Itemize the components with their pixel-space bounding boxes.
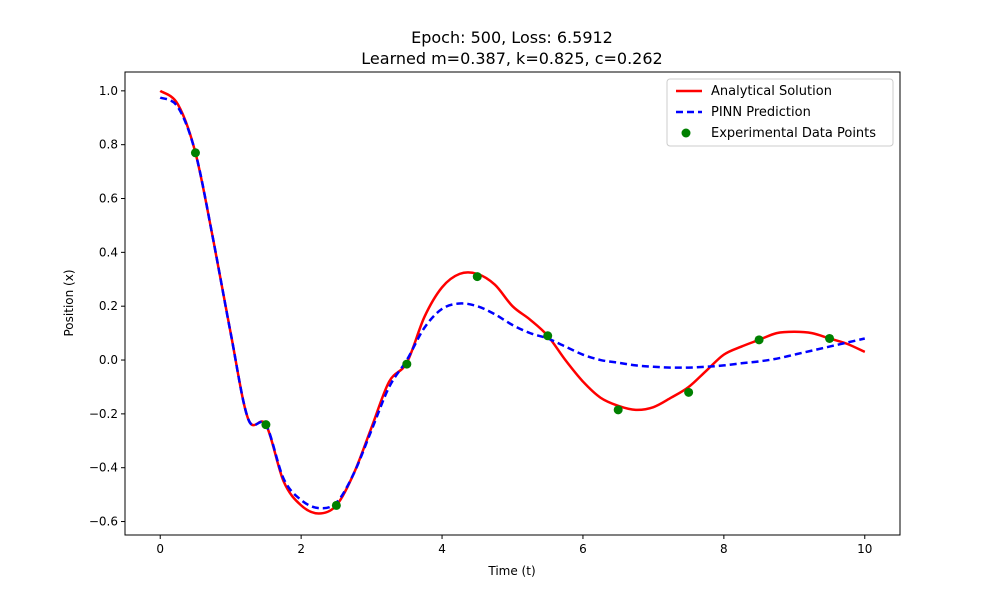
data-point [331, 500, 341, 510]
legend: Analytical Solution PINN Prediction Expe… [666, 78, 894, 147]
data-point [190, 148, 200, 158]
x-tick-label: 2 [297, 542, 305, 556]
legend-data-marker [681, 128, 691, 138]
y-tick-label: 0.4 [99, 245, 118, 259]
y-tick-label: 0.8 [99, 138, 118, 152]
data-point [754, 335, 764, 345]
y-tick-label: −0.2 [89, 407, 118, 421]
y-tick-label: 0.0 [99, 353, 118, 367]
y-tick-label: 0.2 [99, 299, 118, 313]
legend-box [666, 78, 894, 147]
data-point [825, 333, 835, 343]
data-point [472, 272, 482, 282]
x-tick-label: 6 [579, 542, 587, 556]
y-axis-label: Position (x) [62, 269, 76, 336]
x-tick-label: 0 [156, 542, 164, 556]
legend-pinn-label: PINN Prediction [711, 105, 811, 120]
x-axis-ticks: 0 2 4 6 8 10 [156, 535, 872, 556]
y-axis-ticks: −0.6 −0.4 −0.2 0.0 0.2 0.4 0.6 0.8 1.0 [89, 84, 125, 529]
y-tick-label: −0.4 [89, 461, 118, 475]
chart-title-line-1: Epoch: 500, Loss: 6.5912 [411, 28, 613, 47]
chart-title-line-2: Learned m=0.387, k=0.825, c=0.262 [361, 49, 662, 68]
y-tick-label: 0.6 [99, 192, 118, 206]
y-tick-label: −0.6 [89, 515, 118, 529]
x-axis-label: Time (t) [487, 564, 535, 578]
data-point [402, 359, 412, 369]
data-point [613, 405, 623, 415]
data-point [684, 387, 694, 397]
x-tick-label: 4 [438, 542, 446, 556]
x-tick-label: 10 [857, 542, 872, 556]
data-point [261, 420, 271, 430]
legend-data-label: Experimental Data Points [711, 126, 876, 141]
plot-frame [124, 71, 901, 536]
legend-analytical-label: Analytical Solution [711, 84, 832, 99]
x-tick-label: 8 [720, 542, 728, 556]
series-layer [159, 89, 866, 515]
y-tick-label: 1.0 [99, 84, 118, 98]
data-point [543, 331, 553, 341]
plot-area: 0 2 4 6 8 10 −0.6 −0.4 −0.2 0.0 0.2 0.4 0.6 0.8 1.0 [89, 71, 901, 556]
